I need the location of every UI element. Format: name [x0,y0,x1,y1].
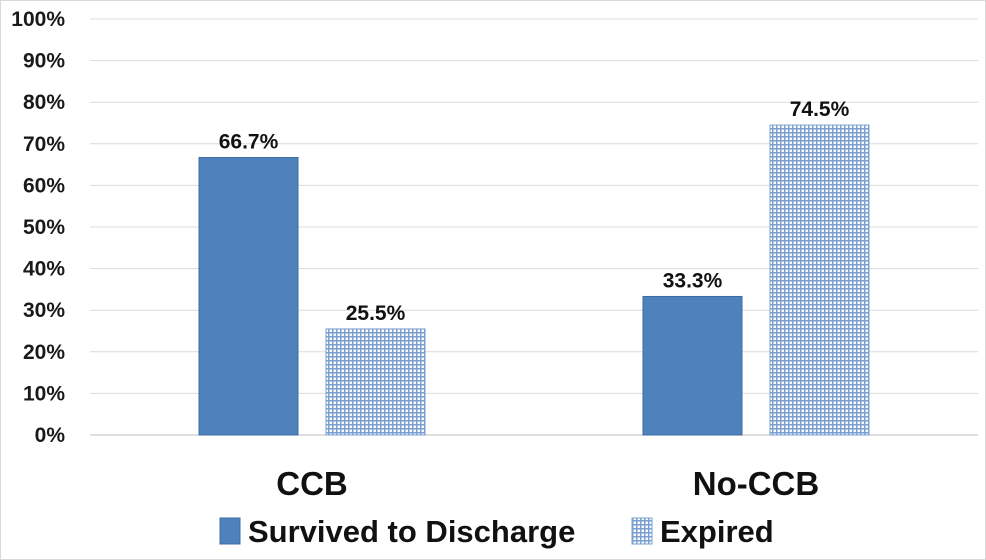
data-labels: 66.7% 25.5% 33.3% 74.5% [219,98,850,325]
bar-survived-to-discharge-ccb [198,157,299,436]
y-tick-label: 30% [23,299,65,322]
category-label: No-CCB [693,465,819,502]
data-label: 66.7% [219,131,279,154]
category-labels: CCB No-CCB [276,465,819,502]
data-label: 25.5% [346,302,406,325]
y-tick-label: 90% [23,50,65,73]
bar-expired-no-ccb [769,124,870,436]
y-tick-label: 40% [23,258,65,281]
y-tick-label: 20% [23,341,65,364]
legend: Survived to Discharge Expired [219,514,774,549]
bars [198,124,870,436]
y-tick-label: 0% [35,424,66,447]
y-axis-ticks: 0% 10% 20% 30% 40% 50% 60% 70% 80% 90% 100% [11,8,65,447]
y-tick-label: 80% [23,91,65,114]
legend-label: Expired [660,514,774,549]
y-tick-label: 10% [23,382,65,405]
y-tick-label: 50% [23,216,65,239]
data-label: 33.3% [663,269,723,292]
data-label: 74.5% [790,98,850,121]
bar-expired-ccb [325,328,426,436]
bar-survived-to-discharge-no-ccb [642,295,743,436]
legend-swatch [219,517,241,545]
category-label: CCB [276,465,348,502]
legend-label: Survived to Discharge [248,514,575,549]
y-tick-label: 100% [11,8,65,31]
y-tick-label: 60% [23,174,65,197]
legend-swatch [631,517,653,545]
y-tick-label: 70% [23,133,65,156]
